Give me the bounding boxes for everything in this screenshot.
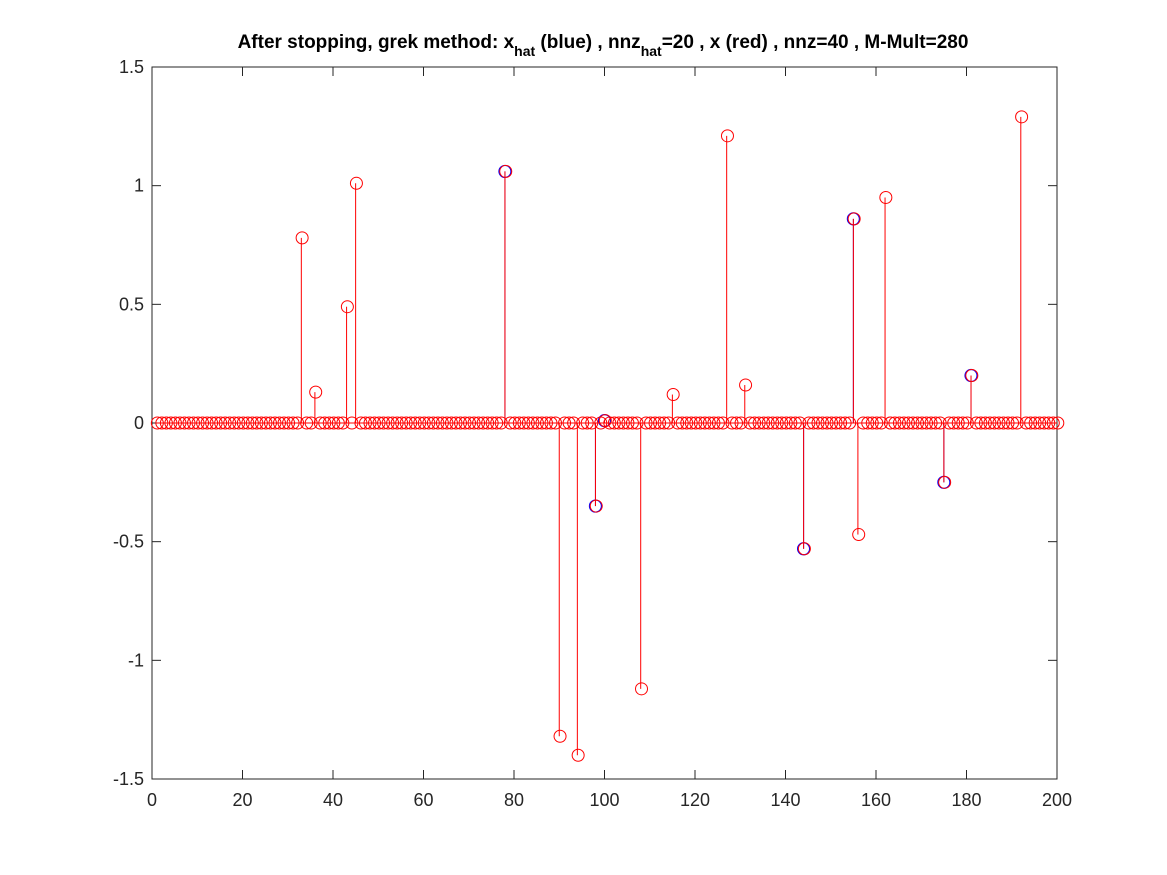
x-marker: [720, 129, 734, 143]
x-tick-label: 100: [589, 790, 619, 810]
x-tick-label: 0: [147, 790, 157, 810]
y-tick-label: 0.5: [119, 294, 144, 314]
plot-title: After stopping, grek method: xhat (blue)…: [238, 32, 969, 59]
x-marker: [553, 729, 567, 743]
y-tick-label: -0.5: [113, 532, 144, 552]
x-tick-label: 140: [770, 790, 800, 810]
x-marker: [879, 191, 893, 205]
x-marker: [598, 414, 612, 428]
x-tick-label: 20: [232, 790, 252, 810]
x-marker: [309, 385, 323, 399]
x-marker: [797, 542, 811, 556]
y-tick-label: 1.5: [119, 57, 144, 77]
x-tick-label: 120: [680, 790, 710, 810]
x-marker: [295, 231, 309, 245]
x-marker: [499, 164, 513, 178]
x-tick-label: 40: [323, 790, 343, 810]
title-part-1: After stopping, grek method: x: [238, 32, 515, 53]
title-part-3: =20 , x (red) , nnz=40 , M-Mult=280: [662, 32, 969, 53]
x-marker: [965, 369, 979, 383]
x-tick-label: 160: [861, 790, 891, 810]
x-marker: [847, 212, 861, 226]
title-part-2: (blue) , nnz: [535, 32, 641, 53]
y-tick-label: 0: [134, 413, 144, 433]
x-marker: [938, 475, 952, 489]
x-tick-label: 60: [413, 790, 433, 810]
x-marker: [739, 378, 753, 392]
x-marker: [349, 176, 363, 190]
y-tick-label: 1: [134, 176, 144, 196]
x-marker: [340, 300, 354, 314]
x-marker: [1015, 110, 1029, 124]
plot-area: 0 20 40 60 80 100 120 140 160 180 200 -1.5 -1 -0.5 0 0.…: [113, 57, 1072, 810]
x-marker: [666, 388, 680, 402]
x-marker: [571, 748, 585, 762]
x-marker: [589, 499, 603, 513]
x-tick-label: 200: [1042, 790, 1072, 810]
x-marker: [635, 682, 648, 696]
title-subscript-1: hat: [514, 43, 535, 59]
title-subscript-2: hat: [641, 43, 662, 59]
y-tick-label: -1.5: [113, 769, 144, 789]
x-tick-label: 80: [504, 790, 524, 810]
y-tick-label: -1: [128, 650, 144, 670]
x-marker: [852, 528, 866, 542]
x-tick-label: 180: [951, 790, 981, 810]
